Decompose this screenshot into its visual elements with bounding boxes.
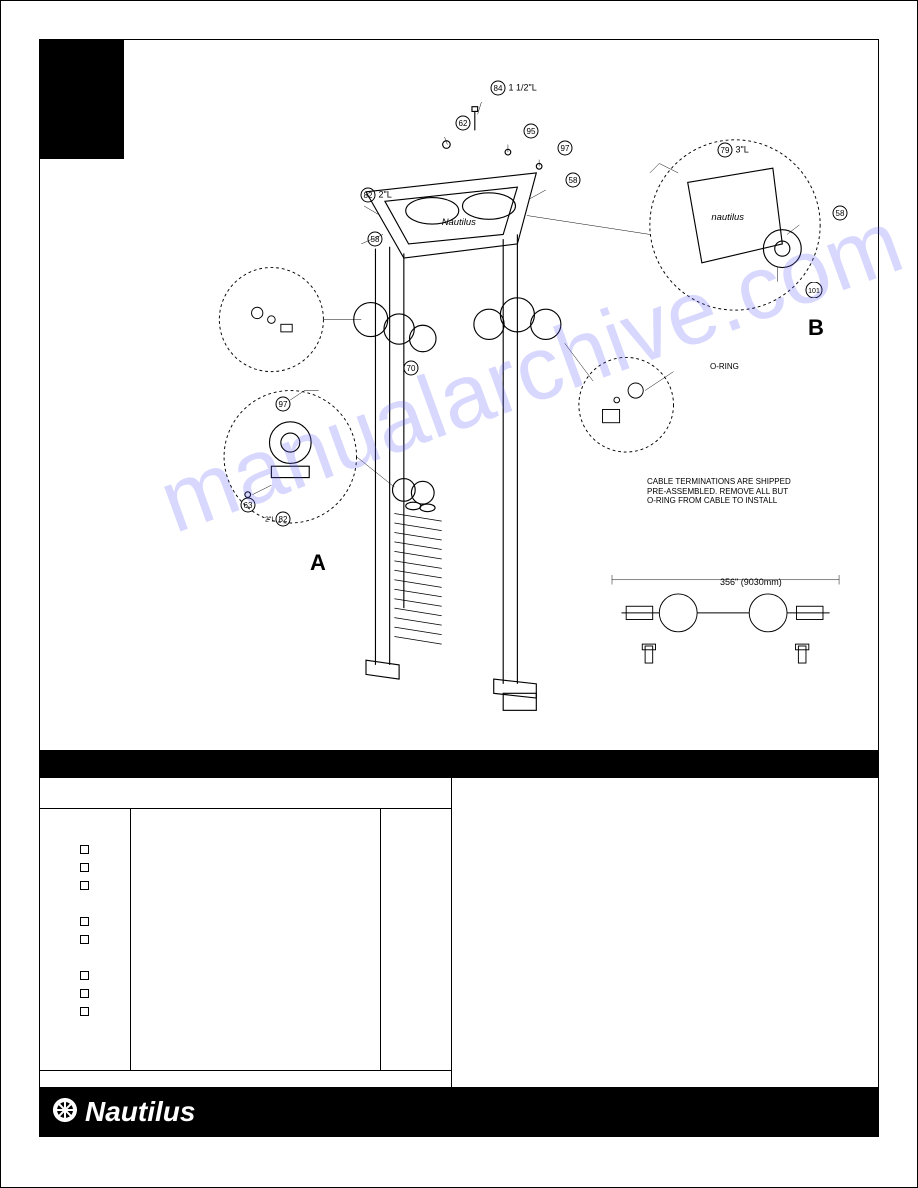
callout-79-note: 3"L [736, 144, 749, 154]
svg-text:58: 58 [836, 209, 845, 218]
svg-text:84: 84 [494, 84, 503, 93]
checkbox-8[interactable] [80, 1007, 89, 1016]
svg-text:79: 79 [721, 146, 730, 155]
table-col-1 [130, 808, 131, 1070]
svg-text:58: 58 [371, 235, 380, 244]
callout-70: 70 [403, 360, 419, 378]
oring-label: O-RING [710, 362, 739, 372]
svg-text:nautilus: nautilus [711, 212, 744, 223]
svg-text:97: 97 [561, 144, 570, 153]
callout-82b-note: 2"L [265, 516, 275, 523]
svg-text:97: 97 [279, 400, 288, 409]
checkbox-4[interactable] [80, 917, 89, 926]
svg-text:101: 101 [808, 288, 820, 295]
callout-97b: 97 [275, 396, 291, 414]
exploded-diagram: Nautilus [120, 60, 858, 740]
checkbox-5[interactable] [80, 935, 89, 944]
page-container: Nautilus [0, 0, 918, 1188]
svg-text:63: 63 [244, 501, 253, 510]
callout-58b: 58 [367, 231, 383, 249]
callout-84: 84 1 1/2"L [490, 80, 537, 96]
cable-note-line2: PRE-ASSEMBLED. REMOVE ALL BUT [647, 487, 791, 497]
cable-note: CABLE TERMINATIONS ARE SHIPPED PRE-ASSEM… [647, 477, 791, 506]
callout-82a-note: 2"L [379, 189, 392, 199]
callout-97a: 97 [557, 140, 573, 158]
footer: Nautilus [39, 1087, 879, 1137]
svg-text:70: 70 [407, 364, 416, 373]
dimension-label: 356" (9030mm) [720, 577, 782, 587]
callout-84-note: 1 1/2"L [509, 82, 537, 92]
checkbox-3[interactable] [80, 881, 89, 890]
checkbox-6[interactable] [80, 971, 89, 980]
cable-note-line3: O-RING FROM CABLE TO INSTALL [647, 496, 791, 506]
cable-note-line1: CABLE TERMINATIONS ARE SHIPPED [647, 477, 791, 487]
checkbox-7[interactable] [80, 989, 89, 998]
table-divider [451, 750, 452, 1110]
checkbox-column [80, 845, 89, 1025]
callout-79: 79 3"L [717, 142, 749, 158]
content-frame: Nautilus [39, 39, 879, 1112]
nautilus-logo-text: Nautilus [85, 1096, 195, 1128]
assembly-drawing: Nautilus [120, 60, 858, 740]
checkbox-2[interactable] [80, 863, 89, 872]
detail-label-b: B [808, 315, 824, 341]
table-col-2 [380, 808, 381, 1070]
svg-text:82: 82 [279, 515, 288, 524]
detail-label-a: A [310, 550, 326, 576]
callout-62: 62 [455, 115, 471, 133]
callout-82b: 2"L 82 [265, 511, 291, 527]
callout-101: 101 [805, 282, 823, 300]
svg-text:95: 95 [527, 127, 536, 136]
svg-text:58: 58 [569, 176, 578, 185]
callout-58c: 58 [832, 205, 848, 223]
nautilus-logo-icon [49, 1094, 81, 1131]
table-line-bottom [40, 1070, 451, 1071]
svg-text:62: 62 [459, 119, 468, 128]
callout-82a: 82 2"L [360, 187, 392, 203]
svg-text:82: 82 [364, 191, 373, 200]
table-line-top [40, 808, 451, 809]
callout-63: 63 [240, 497, 256, 515]
checkbox-1[interactable] [80, 845, 89, 854]
callout-95: 95 [523, 123, 539, 141]
svg-text:Nautilus: Nautilus [442, 217, 476, 228]
section-bar-1 [40, 750, 878, 778]
callout-58a: 58 [565, 172, 581, 190]
